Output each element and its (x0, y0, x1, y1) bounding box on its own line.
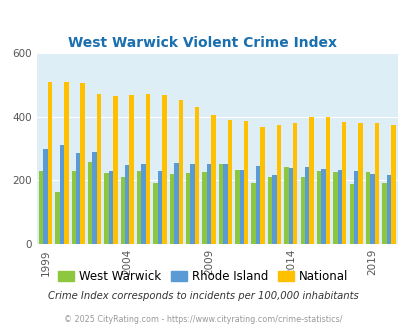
Bar (206, 164, 211, 244)
Bar (386, 175, 390, 244)
Bar (158, 172, 162, 244)
Bar (227, 120, 231, 244)
Bar (39, 172, 43, 244)
Bar (109, 172, 113, 244)
Bar (88, 162, 92, 244)
Bar (145, 94, 150, 244)
Bar (104, 173, 109, 244)
Bar (353, 172, 358, 244)
Bar (267, 177, 272, 244)
Bar (304, 167, 309, 244)
Bar (349, 184, 353, 244)
Bar (316, 172, 320, 244)
Bar (202, 172, 206, 244)
Bar (113, 96, 117, 244)
Bar (60, 145, 64, 244)
Bar (234, 170, 239, 244)
Text: © 2025 CityRating.com - https://www.cityrating.com/crime-statistics/: © 2025 CityRating.com - https://www.city… (64, 315, 341, 324)
Bar (64, 82, 68, 244)
Bar (55, 191, 60, 244)
Text: Crime Index corresponds to incidents per 100,000 inhabitants: Crime Index corresponds to incidents per… (47, 291, 358, 301)
Bar (276, 124, 280, 244)
Bar (141, 164, 145, 244)
Bar (272, 175, 276, 244)
Bar (243, 121, 248, 244)
Bar (48, 82, 52, 244)
Bar (92, 152, 96, 244)
Bar (169, 174, 174, 244)
Bar (80, 83, 85, 244)
Bar (382, 183, 386, 244)
Bar (337, 170, 341, 244)
Bar (390, 124, 394, 244)
Bar (71, 172, 76, 244)
Bar (358, 123, 362, 244)
Bar (341, 122, 345, 244)
Bar (194, 107, 199, 244)
Bar (333, 172, 337, 244)
Bar (260, 127, 264, 244)
Bar (325, 117, 329, 244)
Bar (211, 115, 215, 244)
Bar (185, 173, 190, 244)
Bar (223, 164, 227, 244)
Bar (153, 182, 158, 244)
Bar (43, 148, 48, 244)
Bar (174, 163, 178, 244)
Bar (96, 94, 101, 244)
Bar (120, 177, 125, 244)
Bar (292, 123, 297, 244)
Bar (288, 168, 292, 244)
Bar (369, 174, 374, 244)
Bar (251, 183, 255, 244)
Text: West Warwick Violent Crime Index: West Warwick Violent Crime Index (68, 36, 337, 50)
Bar (320, 169, 325, 244)
Bar (178, 100, 183, 244)
Bar (76, 153, 80, 244)
Bar (365, 172, 369, 244)
Bar (136, 172, 141, 244)
Legend: West Warwick, Rhode Island, National: West Warwick, Rhode Island, National (53, 265, 352, 287)
Bar (374, 123, 378, 244)
Bar (129, 95, 134, 244)
Bar (284, 167, 288, 244)
Bar (255, 166, 260, 244)
Bar (190, 164, 194, 244)
Bar (309, 116, 313, 244)
Bar (239, 170, 243, 244)
Bar (162, 95, 166, 244)
Bar (218, 164, 223, 244)
Bar (300, 177, 304, 244)
Bar (125, 165, 129, 244)
